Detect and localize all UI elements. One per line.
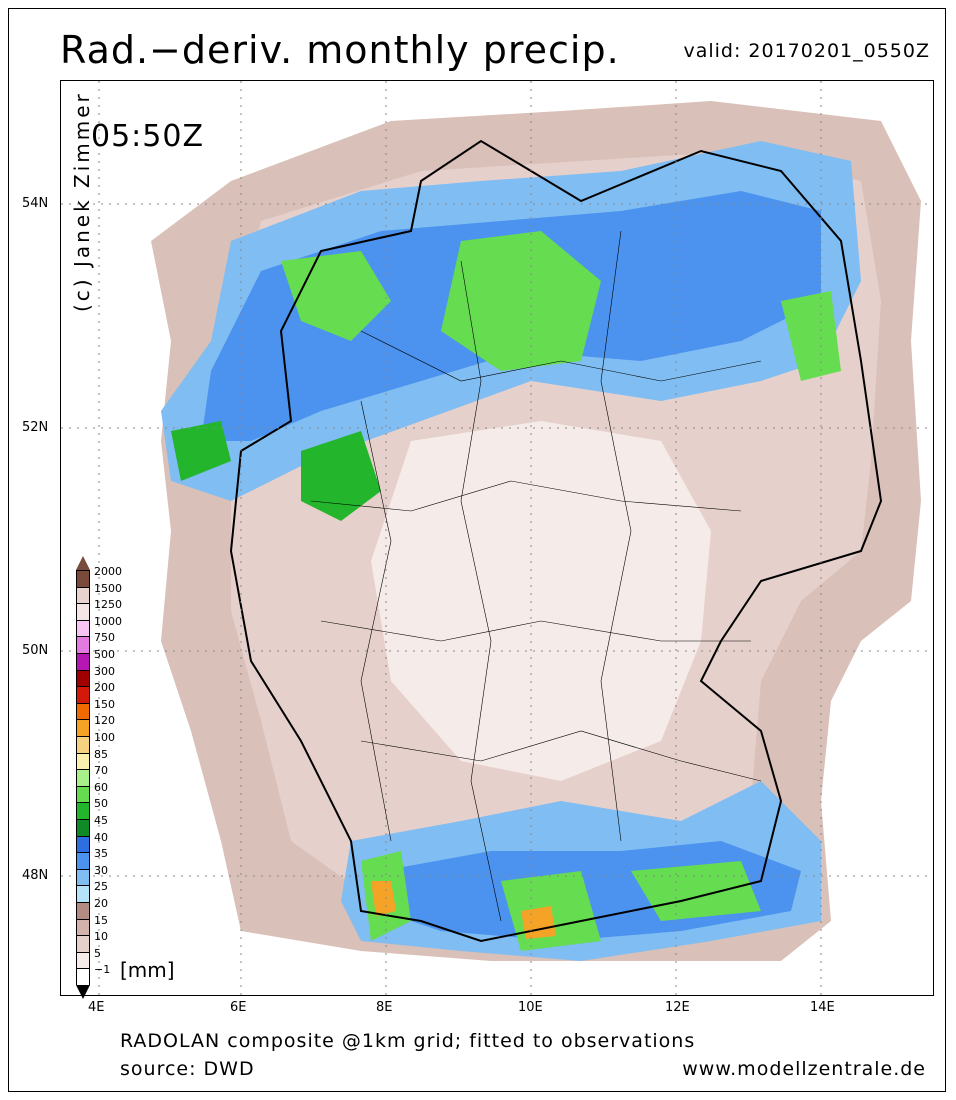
- footer-description: RADOLAN composite @1km grid; fitted to o…: [120, 1030, 696, 1052]
- legend-label: 50: [94, 797, 108, 811]
- legend-swatch: [76, 636, 90, 653]
- legend-swatch: [76, 603, 90, 620]
- legend-swatch: [76, 619, 90, 637]
- legend-label: 35: [94, 847, 108, 861]
- legend-label: 30: [94, 863, 108, 877]
- legend-swatch: [76, 653, 90, 670]
- coverage-core: [371, 421, 711, 781]
- legend-top-arrow: [76, 556, 90, 570]
- country-border: [229, 139, 883, 943]
- rain-green-west: [171, 421, 381, 521]
- legend-swatch: [76, 669, 90, 687]
- legend-swatch: [76, 570, 90, 587]
- lat-label-50n: 50N: [22, 643, 49, 658]
- footer-source: source: DWD: [120, 1058, 255, 1080]
- legend-swatch: [76, 819, 90, 836]
- district-lines: [310, 230, 762, 922]
- legend-swatch: [76, 802, 90, 819]
- legend-label: 45: [94, 814, 108, 827]
- credit-text: (c) Janek Zimmer: [70, 91, 94, 312]
- legend-label: 60: [94, 780, 108, 794]
- rain-green-north: [281, 231, 841, 381]
- legend-swatch: [76, 885, 90, 902]
- legend-label: 120: [94, 714, 115, 728]
- legend-unit: [mm]: [120, 958, 175, 982]
- lon-label-10e: 10E: [518, 1000, 543, 1015]
- lon-label-12e: 12E: [665, 1000, 690, 1015]
- legend-label: 70: [94, 764, 108, 778]
- valid-time: valid: 20170201_0550Z: [683, 40, 930, 62]
- legend-label: 1250: [94, 598, 122, 612]
- legend-label: 10: [94, 930, 108, 944]
- legend-swatch: [76, 935, 90, 952]
- legend-swatch: [76, 736, 90, 753]
- legend-swatch: [76, 769, 90, 786]
- legend-label: 40: [94, 830, 108, 844]
- legend-label: 1000: [94, 614, 122, 628]
- legend-label: 25: [94, 880, 108, 894]
- legend-swatch: [76, 918, 90, 936]
- map-title: Rad.−deriv. monthly precip.: [60, 28, 620, 72]
- legend-swatch: [76, 752, 90, 770]
- legend-swatch: [76, 852, 90, 869]
- lon-label-14e: 14E: [810, 1000, 835, 1015]
- legend-label: 500: [94, 648, 115, 661]
- graticule: [61, 81, 933, 995]
- lat-label-54n: 54N: [22, 196, 49, 211]
- legend-swatch: [76, 719, 90, 736]
- legend-label: 85: [94, 747, 108, 761]
- legend-label: 200: [94, 681, 115, 695]
- legend-swatch: [76, 785, 90, 803]
- lat-label-52n: 52N: [22, 420, 49, 435]
- time-label: 05:50Z: [91, 119, 205, 154]
- legend-swatch: [76, 951, 90, 969]
- precipitation-map: 05:50Z: [60, 80, 934, 996]
- legend-label: 100: [94, 731, 115, 744]
- legend-label: 750: [94, 631, 115, 645]
- legend-swatch: [76, 902, 90, 919]
- legend-label: 5: [94, 946, 101, 960]
- legend-bottom-arrow: [76, 985, 90, 999]
- legend-swatch: [76, 686, 90, 703]
- legend-label: 150: [94, 697, 115, 711]
- legend-label: 20: [94, 897, 108, 910]
- legend-label: 300: [94, 664, 115, 678]
- legend-label: 15: [94, 913, 108, 927]
- chart-frame: [8, 8, 946, 1092]
- lon-label-8e: 8E: [376, 1000, 393, 1015]
- legend-label: 1500: [94, 581, 122, 595]
- rain-heavy-south: [371, 881, 556, 939]
- footer-website: www.modellzentrale.de: [682, 1058, 926, 1080]
- legend-swatch: [76, 702, 90, 720]
- lat-label-48n: 48N: [22, 868, 49, 883]
- legend-swatch: [76, 968, 90, 985]
- lon-label-4e: 4E: [88, 1000, 105, 1015]
- legend-swatch: [76, 835, 90, 853]
- legend-swatch: [76, 586, 90, 604]
- legend-swatch: [76, 868, 90, 886]
- legend-label: 2000: [94, 565, 122, 578]
- legend-label: −1: [94, 963, 111, 977]
- map-canvas: [61, 81, 933, 995]
- lon-label-6e: 6E: [230, 1000, 247, 1015]
